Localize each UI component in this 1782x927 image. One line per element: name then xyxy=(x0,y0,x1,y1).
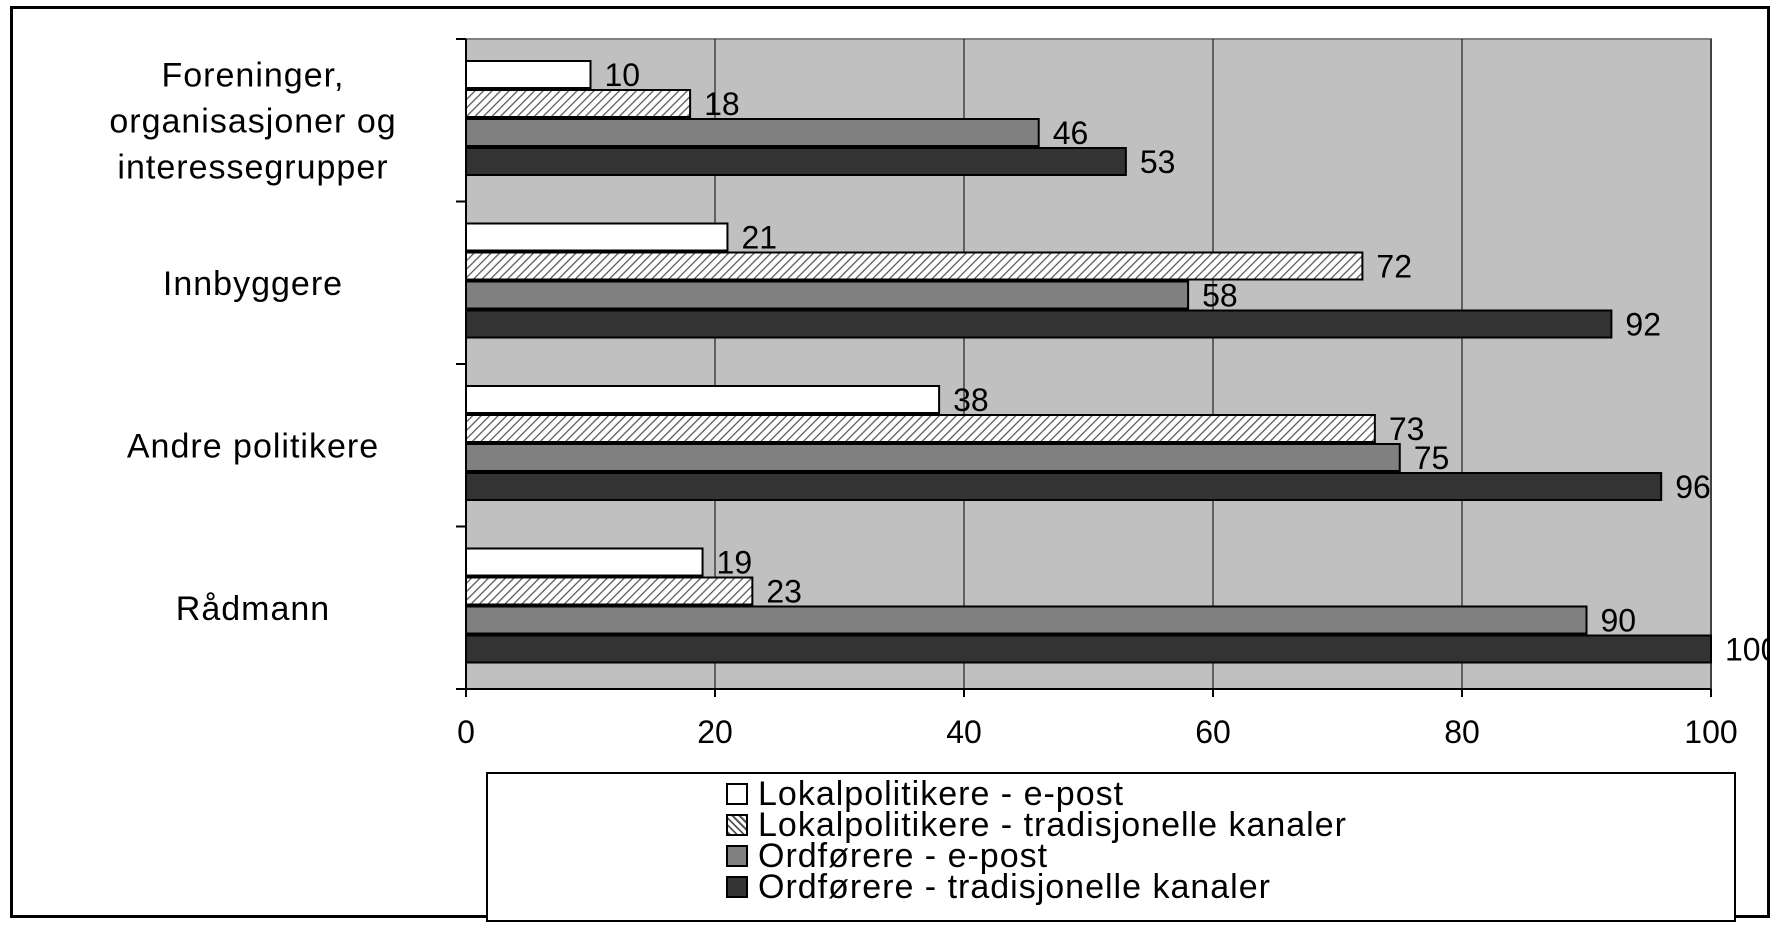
bar xyxy=(465,147,1127,176)
bar xyxy=(465,443,1401,472)
bar xyxy=(465,309,1613,339)
category-label: Foreninger, xyxy=(162,56,345,94)
data-label: 58 xyxy=(1202,278,1238,314)
data-label: 21 xyxy=(741,220,777,256)
bar xyxy=(465,414,1376,443)
data-label: 10 xyxy=(605,57,641,93)
category-label: Andre politikere xyxy=(127,427,379,465)
bar xyxy=(465,280,1190,310)
category-label: interessegrupper xyxy=(117,148,388,186)
legend-entry: Lokalpolitikere - tradisjonelle kanaler xyxy=(726,806,1347,844)
legend-swatch-gray xyxy=(726,845,748,867)
x-tick-label: 80 xyxy=(1444,714,1480,750)
bar xyxy=(465,547,704,577)
legend-label: Lokalpolitikere - tradisjonelle kanaler xyxy=(758,806,1347,844)
bar xyxy=(465,576,754,606)
bar xyxy=(465,605,1588,635)
category-label: Innbyggere xyxy=(163,265,343,303)
data-label: 23 xyxy=(766,574,802,610)
category-label: Rådmann xyxy=(176,590,330,628)
bar xyxy=(465,634,1712,664)
data-label: 19 xyxy=(717,545,753,581)
legend-label: Lokalpolitikere - e-post xyxy=(758,775,1125,813)
data-label: 72 xyxy=(1376,249,1412,285)
bar xyxy=(465,251,1364,281)
legend-swatch-dark xyxy=(726,876,748,898)
bar xyxy=(465,472,1663,501)
bar xyxy=(465,89,692,118)
legend-label: Ordførere - e-post xyxy=(758,837,1049,875)
bars xyxy=(465,60,1712,664)
x-tick-label: 20 xyxy=(697,714,733,750)
x-tick-labels: 0 20 40 60 80 100 xyxy=(457,714,1738,750)
x-tick-label: 100 xyxy=(1684,714,1737,750)
legend-entry: Lokalpolitikere - e-post xyxy=(726,775,1125,813)
legend-swatch-hatched xyxy=(726,814,748,836)
data-label: 73 xyxy=(1389,411,1425,447)
data-label: 46 xyxy=(1053,115,1089,151)
data-label: 90 xyxy=(1601,603,1637,639)
data-label: 53 xyxy=(1140,144,1176,180)
bar xyxy=(465,222,729,252)
data-label: 92 xyxy=(1625,307,1661,343)
data-label: 18 xyxy=(704,86,740,122)
legend-label: Ordførere - tradisjonelle kanaler xyxy=(758,868,1271,906)
data-label: 75 xyxy=(1414,440,1450,476)
axes xyxy=(456,38,1712,697)
category-labels: Foreninger, organisasjoner og interessegru… xyxy=(109,56,396,628)
legend-swatch-white xyxy=(726,783,748,805)
x-tick-label: 40 xyxy=(946,714,982,750)
data-label: 38 xyxy=(953,382,989,418)
legend: Lokalpolitikere - e-post Lokalpolitikere… xyxy=(486,772,1736,922)
data-label: 100 xyxy=(1725,632,1767,668)
x-tick-label: 0 xyxy=(457,714,475,750)
x-tick-label: 60 xyxy=(1195,714,1231,750)
legend-entry: Ordførere - e-post xyxy=(726,837,1049,875)
data-label: 96 xyxy=(1675,469,1711,505)
category-label: organisasjoner og xyxy=(109,102,396,140)
bar xyxy=(465,385,941,414)
bar xyxy=(465,118,1040,147)
bar xyxy=(465,60,592,89)
legend-entry: Ordførere - tradisjonelle kanaler xyxy=(726,868,1271,906)
